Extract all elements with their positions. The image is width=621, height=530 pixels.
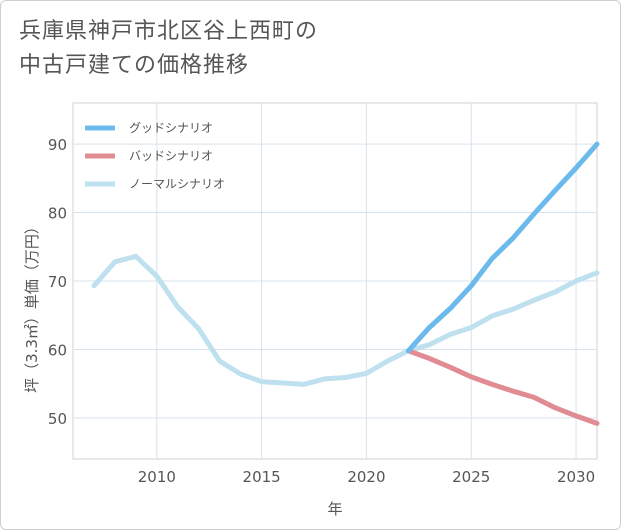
chart-title-line1: 兵庫県神戸市北区谷上西町の (19, 19, 319, 44)
x-tick-2020: 2020 (347, 468, 385, 486)
legend-label-1: グッドシナリオ (129, 121, 213, 135)
y-tick-50: 50 (48, 410, 67, 428)
x-tick-2030: 2030 (557, 468, 595, 486)
y-tick-60: 60 (48, 341, 67, 359)
x-tick-2015: 2015 (243, 468, 281, 486)
series-line-2 (405, 348, 600, 426)
x-axis-label: 年 (327, 500, 342, 518)
x-tick-2010: 2010 (138, 468, 176, 486)
series-line-3 (91, 253, 600, 387)
legend-label-3: ノーマルシナリオ (129, 177, 225, 191)
y-axis-label: 坪（3.3㎡）単価（万円） (23, 219, 41, 393)
tick-labels: 2010 2015 2020 2025 2030 50 60 70 80 90 (48, 136, 595, 486)
series-group (91, 141, 600, 426)
chart-title-line2: 中古戸建ての価格推移 (19, 53, 250, 78)
series-line-1 (405, 141, 600, 354)
y-tick-90: 90 (48, 136, 67, 154)
y-tick-80: 80 (48, 205, 67, 223)
legend-label-2: バッドシナリオ (129, 149, 213, 163)
chart-title: 兵庫県神戸市北区谷上西町の 中古戸建ての価格推移 (19, 15, 318, 83)
x-tick-2025: 2025 (452, 468, 490, 486)
y-tick-70: 70 (48, 273, 67, 291)
